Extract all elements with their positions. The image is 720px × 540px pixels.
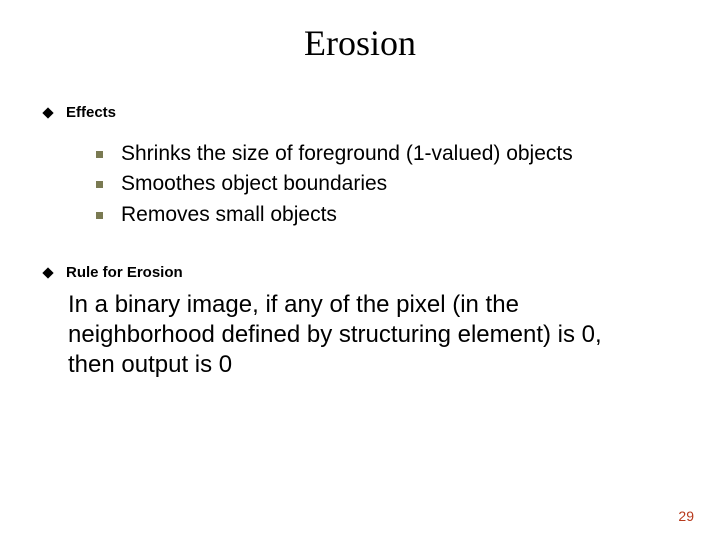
list-item: Shrinks the size of foreground (1-valued… <box>96 140 573 168</box>
section-heading-effects: Effects <box>66 104 116 121</box>
diamond-bullet-icon <box>42 107 53 118</box>
square-bullet-icon <box>96 212 103 219</box>
slide: Erosion Effects Shrinks the size of fore… <box>0 0 720 540</box>
effects-list: Shrinks the size of foreground (1-valued… <box>96 140 573 231</box>
list-item: Removes small objects <box>96 201 573 229</box>
list-item: Smoothes object boundaries <box>96 170 573 198</box>
page-title: Erosion <box>0 22 720 64</box>
section-heading-rule: Rule for Erosion <box>66 264 183 281</box>
section-effects: Effects <box>44 104 116 121</box>
page-number: 29 <box>678 508 694 524</box>
square-bullet-icon <box>96 151 103 158</box>
list-item-text: Removes small objects <box>121 201 337 229</box>
section-rule: Rule for Erosion <box>44 264 183 281</box>
rule-body-text: In a binary image, if any of the pixel (… <box>68 290 628 380</box>
list-item-text: Shrinks the size of foreground (1-valued… <box>121 140 573 168</box>
diamond-bullet-icon <box>42 267 53 278</box>
list-item-text: Smoothes object boundaries <box>121 170 387 198</box>
square-bullet-icon <box>96 181 103 188</box>
